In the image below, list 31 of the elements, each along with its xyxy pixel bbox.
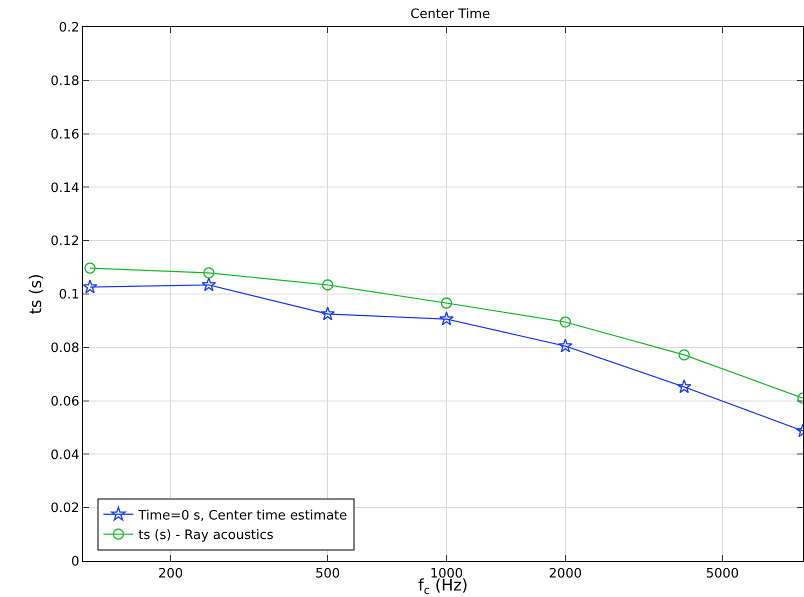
y-tick-label: 0	[71, 554, 80, 570]
y-tick-label: 0.02	[50, 501, 80, 516]
point	[676, 379, 692, 394]
point	[560, 316, 571, 328]
legend-label: ts (s) - Ray acoustics	[138, 528, 274, 544]
y-tick-label: 0.06	[50, 394, 80, 410]
x-tick-label: 5000	[706, 566, 739, 582]
legend-label: Time=0 s, Center time estimate	[137, 508, 348, 524]
y-tick-label: 0.08	[50, 340, 80, 356]
point	[202, 277, 216, 292]
point	[320, 306, 335, 320]
chart-title: Center Time	[410, 7, 490, 22]
y-tick-label: 0.04	[50, 448, 80, 463]
y-tick-label: 0.2	[58, 20, 80, 36]
y-tick-label: 0.16	[50, 127, 80, 142]
point	[84, 262, 96, 274]
point	[439, 311, 454, 326]
point	[203, 267, 214, 279]
x-tick-label: 500	[315, 566, 340, 582]
y-tick-label: 0.1	[58, 288, 80, 303]
point	[82, 279, 98, 294]
x-tick-label: 200	[158, 566, 183, 582]
point	[678, 349, 690, 361]
y-tick-label: 0.12	[50, 234, 80, 250]
x-tick-label: 2000	[548, 566, 582, 582]
point	[440, 297, 452, 309]
y-tick-label: 0.14	[50, 180, 80, 196]
point	[322, 279, 334, 291]
y-tick-label: 0.18	[50, 74, 80, 89]
y-axis-title: ts (s)	[26, 274, 45, 314]
point	[558, 338, 573, 352]
